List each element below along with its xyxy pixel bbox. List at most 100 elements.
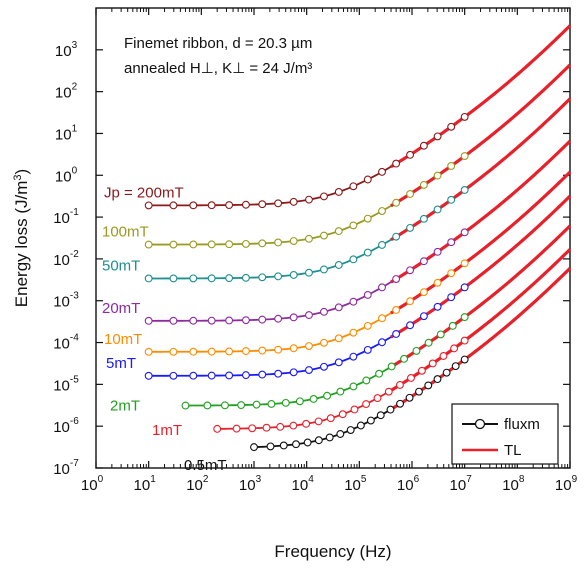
data-point bbox=[460, 355, 469, 364]
data-point bbox=[189, 316, 198, 325]
markers-layer: Jp = 200mT 100mT 50mT 20mT 10mT 5mT 2mT 1mT 0.5m… bbox=[102, 112, 469, 474]
data-point bbox=[349, 382, 358, 391]
data-point bbox=[400, 354, 409, 363]
legend-fluxm-label: fluxm bbox=[504, 416, 540, 433]
data-point bbox=[258, 315, 267, 324]
x-tick-label: 105 bbox=[344, 474, 367, 494]
data-point bbox=[181, 401, 190, 410]
data-point bbox=[433, 375, 442, 384]
data-point bbox=[460, 336, 469, 345]
series-label: 50mT bbox=[102, 258, 140, 275]
data-point bbox=[424, 338, 433, 347]
data-point bbox=[279, 441, 288, 450]
data-point bbox=[378, 314, 386, 323]
data-point bbox=[289, 313, 298, 322]
data-point bbox=[258, 200, 267, 209]
data-point bbox=[428, 359, 437, 368]
y-axis-title-text: Energy loss (J/m bbox=[12, 181, 31, 308]
data-point bbox=[207, 274, 216, 283]
data-point bbox=[320, 265, 328, 274]
data-point bbox=[169, 371, 178, 380]
data-point bbox=[349, 297, 358, 306]
data-point bbox=[363, 248, 372, 257]
data-point bbox=[384, 387, 393, 396]
annotation-line1: Finemet ribbon, d = 20.3 µm bbox=[124, 35, 312, 52]
data-point bbox=[433, 205, 442, 214]
y-tick-label: 101 bbox=[55, 123, 78, 143]
data-point bbox=[232, 424, 241, 433]
data-point bbox=[144, 371, 153, 380]
data-point bbox=[460, 313, 469, 322]
data-point bbox=[447, 269, 456, 278]
data-point bbox=[386, 405, 395, 414]
legend: fluxm TL bbox=[451, 403, 559, 465]
data-point bbox=[289, 421, 298, 430]
y-axis-title: Energy loss (J/m3) bbox=[12, 169, 31, 307]
data-point bbox=[144, 240, 153, 249]
data-point bbox=[349, 352, 358, 361]
data-point bbox=[451, 362, 460, 371]
series-label: Jp = 200mT bbox=[104, 184, 184, 201]
y-tick-label: 10-4 bbox=[53, 333, 79, 353]
data-point bbox=[258, 273, 267, 282]
data-point bbox=[305, 342, 313, 350]
data-point bbox=[433, 302, 442, 311]
y-axis-title-close: ) bbox=[12, 169, 31, 175]
data-point bbox=[281, 398, 290, 407]
annotation-line2: annealed H⊥, K⊥ = 24 J/m³ bbox=[124, 60, 312, 77]
data-point bbox=[289, 344, 298, 353]
x-tick-label: 100 bbox=[81, 474, 104, 494]
data-point bbox=[248, 424, 257, 433]
data-point bbox=[320, 362, 328, 371]
data-point bbox=[274, 345, 283, 354]
data-point bbox=[363, 214, 372, 223]
data-point bbox=[225, 347, 234, 356]
data-point bbox=[349, 221, 358, 230]
y-tick-label: 10-2 bbox=[53, 249, 79, 269]
data-point bbox=[436, 330, 445, 339]
data-point bbox=[334, 261, 343, 269]
data-point bbox=[326, 414, 335, 423]
data-point bbox=[363, 175, 372, 184]
data-point bbox=[392, 306, 401, 314]
legend-tl-label: TL bbox=[504, 442, 522, 459]
data-point bbox=[144, 274, 153, 283]
data-point bbox=[289, 368, 298, 377]
data-point bbox=[417, 366, 426, 375]
data-point bbox=[305, 195, 313, 204]
data-point bbox=[289, 237, 298, 245]
data-point bbox=[424, 381, 433, 390]
data-point bbox=[392, 275, 401, 283]
data-point bbox=[460, 283, 469, 292]
y-tick-label: 10-6 bbox=[53, 416, 79, 436]
data-point bbox=[220, 401, 229, 410]
data-point bbox=[373, 394, 382, 403]
data-point bbox=[363, 321, 372, 330]
data-point bbox=[250, 443, 258, 452]
data-point bbox=[320, 192, 328, 201]
data-point bbox=[419, 288, 428, 297]
data-point bbox=[276, 422, 285, 431]
y-tick-label: 10-7 bbox=[53, 458, 79, 478]
data-point bbox=[392, 159, 401, 168]
data-point bbox=[189, 347, 198, 356]
data-point bbox=[366, 416, 375, 425]
data-point bbox=[406, 321, 415, 330]
data-point bbox=[349, 328, 358, 337]
data-point bbox=[412, 346, 421, 355]
data-point bbox=[289, 197, 298, 206]
data-point bbox=[207, 316, 216, 325]
data-point bbox=[363, 345, 372, 354]
data-point bbox=[274, 272, 283, 281]
data-point bbox=[396, 399, 405, 408]
data-point bbox=[392, 198, 401, 207]
y-tick-label: 10-5 bbox=[53, 374, 79, 394]
data-point bbox=[314, 417, 323, 426]
data-point bbox=[460, 259, 469, 268]
data-point bbox=[433, 171, 442, 180]
data-point bbox=[241, 316, 250, 325]
x-tick-label: 101 bbox=[134, 474, 157, 494]
data-point bbox=[302, 419, 311, 428]
data-point bbox=[305, 311, 313, 320]
